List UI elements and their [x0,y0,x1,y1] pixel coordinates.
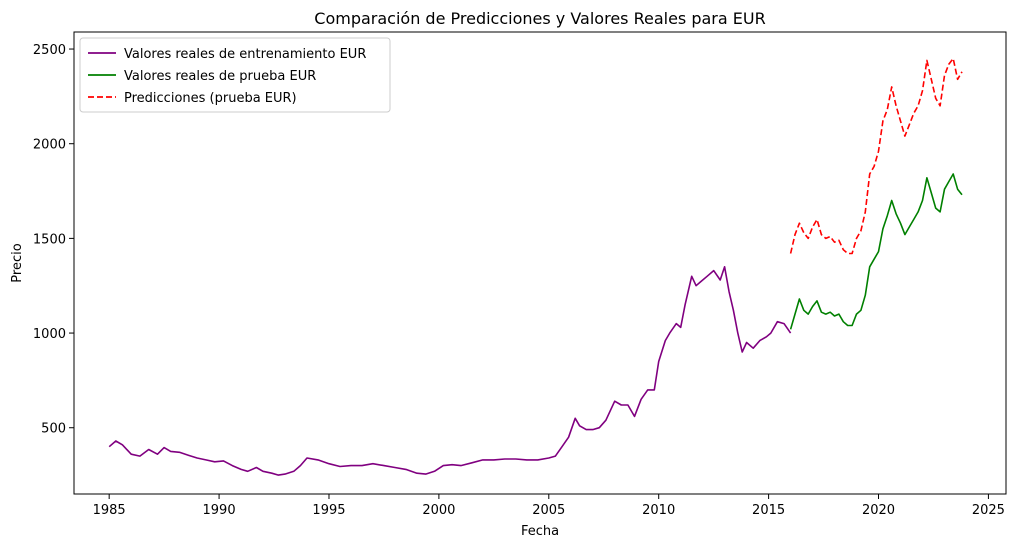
legend-box [79,37,391,113]
series-line-2 [789,57,963,255]
y-tick-label-1000: 1000 [33,327,66,342]
series-line-1 [789,173,963,330]
y-axis-title: Precio [10,243,25,282]
x-axis-title: Fecha [521,524,559,539]
y-axis: 500 1000 1500 2000 2500 [33,43,74,437]
plot-frame [73,31,1007,495]
series-line-0 [108,265,792,476]
x-tick-label-1985: 1985 [93,503,126,518]
chart-title: Comparación de Predicciones y Valores Re… [314,9,765,28]
plot-lines [108,57,963,476]
legend: Valores reales de entrenamiento EUR Valor… [79,37,391,113]
y-tick-label-500: 500 [41,422,66,437]
x-tick-label-1990: 1990 [203,503,236,518]
x-tick-label-2015: 2015 [752,503,785,518]
x-axis: 1985 1990 1995 2000 2005 2010 2015 2020 2025 [93,494,1005,518]
legend-label-0: Valores reales de entrenamiento EUR [124,47,366,62]
y-tick-label-1500: 1500 [33,232,66,247]
x-tick-label-2010: 2010 [642,503,675,518]
x-tick-label-2020: 2020 [862,503,895,518]
y-tick-label-2500: 2500 [33,43,66,58]
x-tick-label-2005: 2005 [532,503,565,518]
x-tick-label-1995: 1995 [312,503,345,518]
x-tick-label-2025: 2025 [972,503,1005,518]
x-tick-label-2000: 2000 [422,503,455,518]
legend-label-1: Valores reales de prueba EUR [124,69,316,84]
y-tick-label-2000: 2000 [33,138,66,153]
legend-label-2: Predicciones (prueba EUR) [124,91,297,106]
